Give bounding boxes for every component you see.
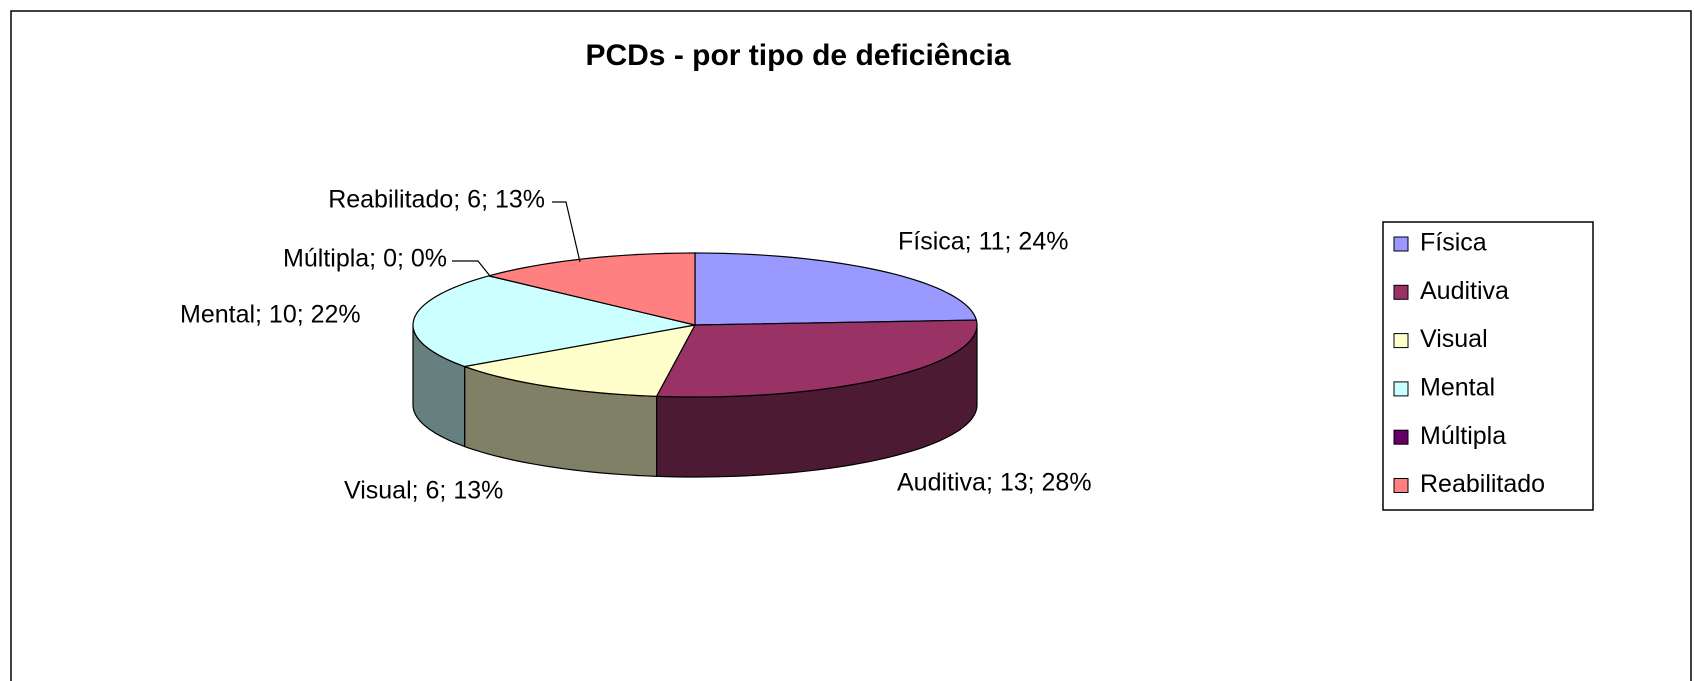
legend-swatch xyxy=(1393,381,1409,397)
slice xyxy=(488,252,696,326)
data-label: Auditiva; 13; 28% xyxy=(897,469,1092,497)
legend-swatch xyxy=(1393,478,1409,493)
slice xyxy=(412,275,696,368)
data-label: Visual; 6; 13% xyxy=(344,477,503,505)
legend-label: Visual xyxy=(1420,325,1488,353)
legend-swatch xyxy=(1393,236,1409,252)
legend-swatch xyxy=(1393,284,1409,300)
legend-label: Múltipla xyxy=(1420,422,1506,450)
legend-label: Física xyxy=(1420,229,1487,257)
legend-label: Reabilitado xyxy=(1420,470,1545,498)
legend-swatch xyxy=(1393,333,1409,349)
slice xyxy=(694,252,978,326)
leader-line xyxy=(552,201,581,263)
leader-line xyxy=(452,260,491,277)
data-label: Física; 11; 24% xyxy=(898,228,1068,256)
chart-title: PCDs - por tipo de deficiência xyxy=(585,39,1010,72)
data-label: Reabilitado; 6; 13% xyxy=(328,186,545,214)
legend-box xyxy=(1382,221,1594,511)
slice xyxy=(655,319,978,398)
data-label: Mental; 10; 22% xyxy=(180,301,361,329)
legend-label: Mental xyxy=(1420,374,1495,402)
legend-swatch xyxy=(1393,429,1409,445)
data-label: Múltipla; 0; 0% xyxy=(283,245,447,273)
slice xyxy=(462,324,697,397)
legend-label: Auditiva xyxy=(1420,277,1509,305)
